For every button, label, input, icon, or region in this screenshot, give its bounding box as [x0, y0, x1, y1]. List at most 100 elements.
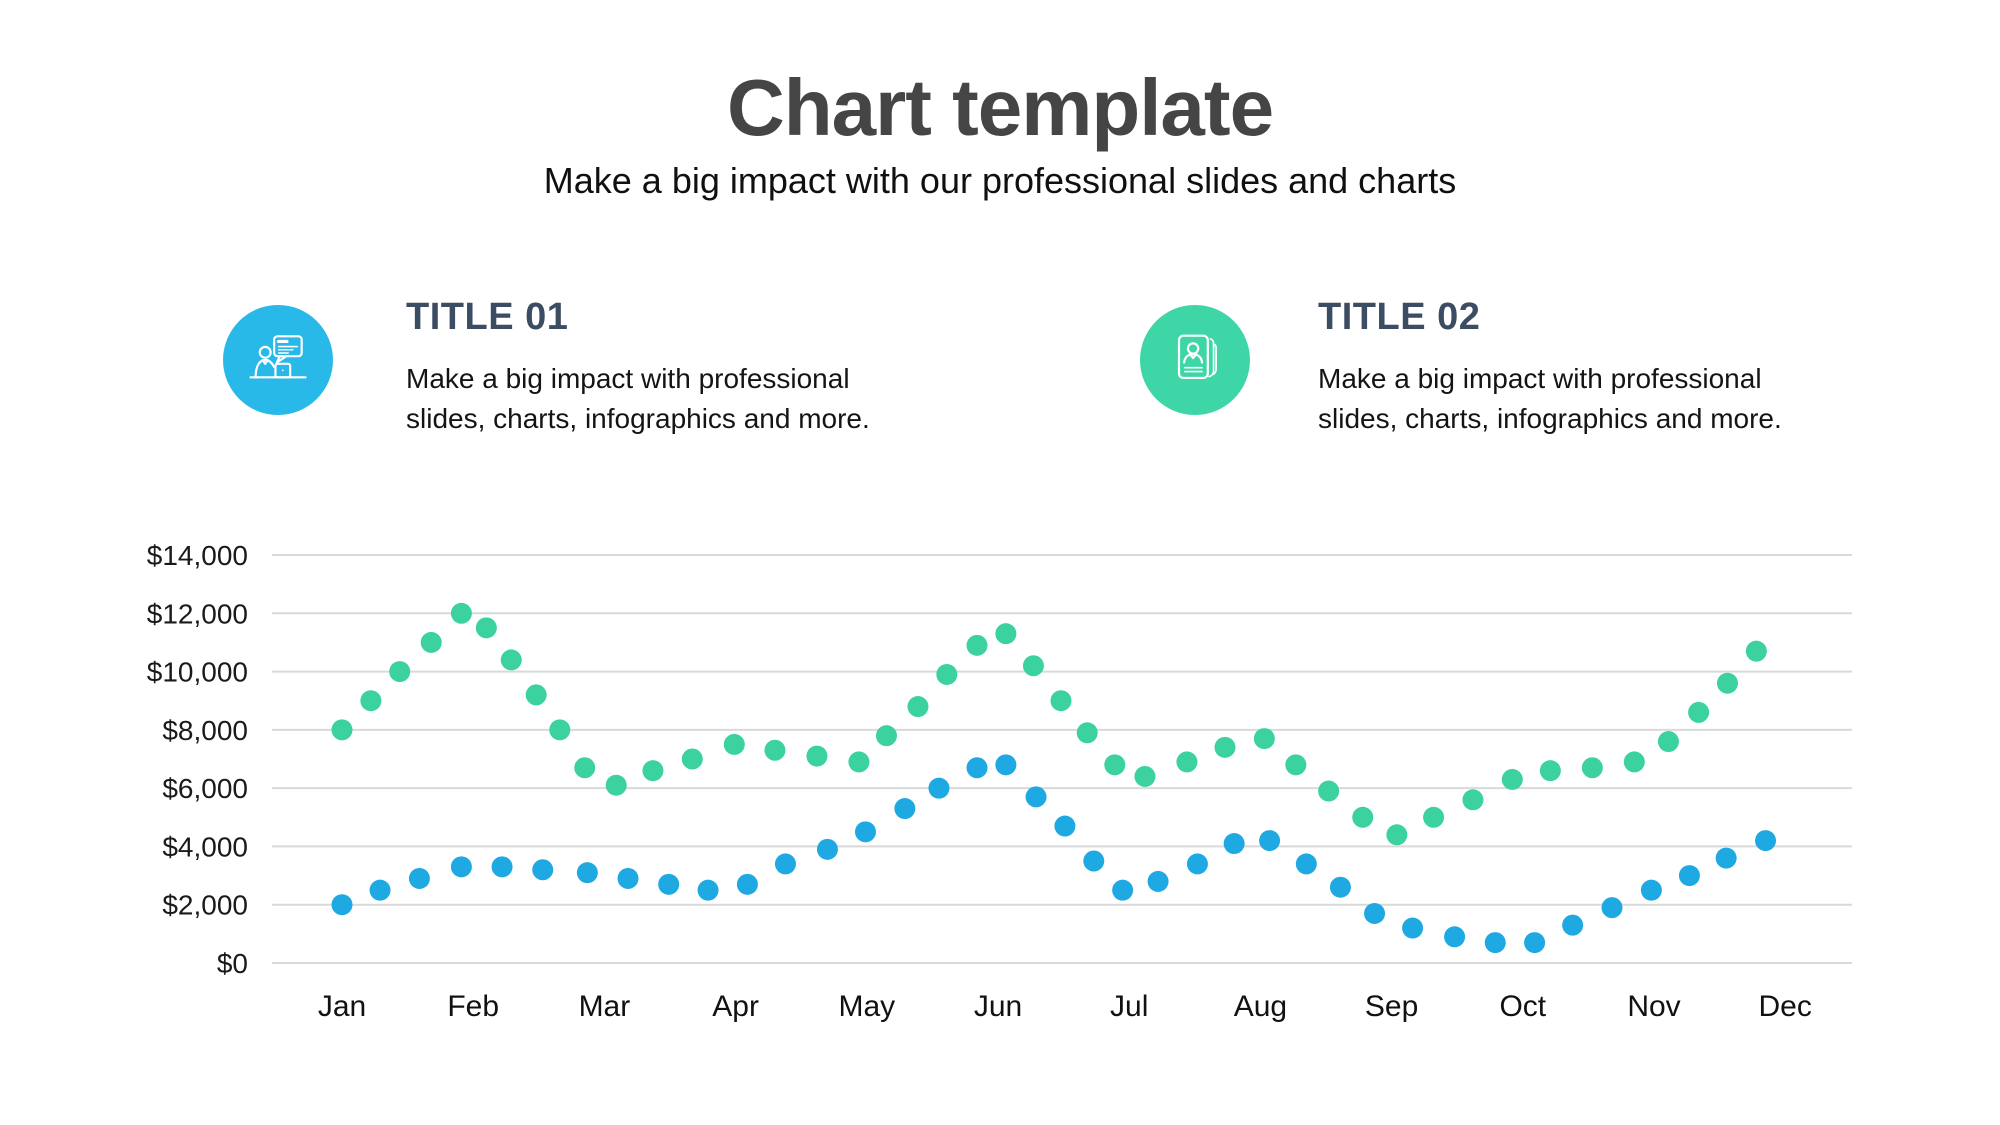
data-point-green — [420, 631, 442, 653]
data-point-green — [331, 719, 353, 741]
y-axis-tick-label: $12,000 — [147, 598, 248, 629]
x-axis-tick-label: Jul — [1110, 990, 1148, 1023]
data-point-green — [1501, 768, 1523, 790]
data-point-green — [1318, 780, 1340, 802]
data-point-green — [1623, 751, 1645, 773]
x-axis-tick-label: Jun — [974, 990, 1022, 1023]
data-point-green — [1253, 728, 1275, 750]
data-point-blue — [491, 856, 513, 878]
data-point-green — [1716, 672, 1738, 694]
x-axis-tick-label: Jan — [318, 990, 366, 1023]
data-point-blue — [1295, 853, 1317, 875]
data-point-green — [907, 696, 929, 718]
data-point-blue — [1715, 847, 1737, 869]
x-axis-tick-label: May — [838, 990, 895, 1023]
data-point-green — [1022, 655, 1044, 677]
data-point-blue — [1329, 876, 1351, 898]
data-point-green — [1581, 757, 1603, 779]
data-point-blue — [1601, 897, 1623, 919]
data-point-blue — [1147, 870, 1169, 892]
x-axis-tick-label: Sep — [1365, 990, 1418, 1023]
data-point-green — [995, 623, 1017, 645]
data-point-blue — [928, 777, 950, 799]
feature-2-title: TITLE 02 — [1318, 296, 1481, 338]
data-point-blue — [408, 867, 430, 889]
y-axis-tick-label: $6,000 — [162, 773, 248, 804]
data-point-blue — [697, 879, 719, 901]
y-axis-tick-label: $8,000 — [162, 715, 248, 746]
feature-block-2: TITLE 02 Make a big impact with professi… — [1318, 295, 1823, 439]
data-point-blue — [617, 867, 639, 889]
data-point-green — [549, 719, 571, 741]
data-point-green — [574, 757, 596, 779]
y-axis-tick-label: $14,000 — [147, 540, 248, 571]
y-axis-tick-label: $4,000 — [162, 831, 248, 862]
data-point-green — [764, 739, 786, 761]
data-point-blue — [854, 821, 876, 843]
data-point-green — [875, 725, 897, 747]
feature-1-icon-circle — [223, 305, 333, 415]
data-point-blue — [658, 873, 680, 895]
data-point-blue — [1755, 830, 1777, 852]
data-point-blue — [1186, 853, 1208, 875]
y-axis-tick-label: $2,000 — [162, 890, 248, 921]
data-point-green — [525, 684, 547, 706]
resume-document-icon — [1177, 334, 1217, 380]
data-point-green — [1050, 690, 1072, 712]
data-point-green — [806, 745, 828, 767]
data-point-blue — [1524, 932, 1546, 954]
data-point-blue — [1364, 902, 1386, 924]
data-point-blue — [1444, 926, 1466, 948]
data-point-blue — [1223, 833, 1245, 855]
data-point-blue — [1640, 879, 1662, 901]
data-point-blue — [1054, 815, 1076, 837]
data-point-green — [966, 634, 988, 656]
data-point-green — [360, 690, 382, 712]
data-point-blue — [450, 856, 472, 878]
data-point-green — [1423, 806, 1445, 828]
x-axis-tick-label: Nov — [1627, 990, 1680, 1023]
data-point-green — [1285, 754, 1307, 776]
data-point-green — [1104, 754, 1126, 776]
x-axis-tick-label: Oct — [1499, 990, 1546, 1023]
data-point-blue — [1484, 932, 1506, 954]
y-axis-tick-label: $0 — [217, 948, 248, 979]
data-point-green — [450, 602, 472, 624]
data-point-green — [1688, 701, 1710, 723]
y-axis-tick-label: $10,000 — [147, 657, 248, 688]
data-point-green — [1386, 824, 1408, 846]
feature-2-description: Make a big impact with professional slid… — [1318, 363, 1782, 434]
data-point-blue — [966, 757, 988, 779]
data-point-blue — [331, 894, 353, 916]
data-point-blue — [369, 879, 391, 901]
data-point-blue — [736, 873, 758, 895]
data-point-blue — [576, 862, 598, 884]
data-point-blue — [995, 754, 1017, 776]
data-point-green — [1657, 731, 1679, 753]
feature-1-description: Make a big impact with professional slid… — [406, 363, 870, 434]
data-point-green — [475, 617, 497, 639]
feature-block-1: TITLE 01 Make a big impact with professi… — [406, 295, 911, 439]
x-axis-tick-label: Aug — [1234, 990, 1287, 1023]
data-point-green — [1214, 736, 1236, 758]
data-point-blue — [1402, 917, 1424, 939]
data-point-green — [1462, 789, 1484, 811]
data-point-blue — [1562, 914, 1584, 936]
data-point-green — [1745, 640, 1767, 662]
data-point-green — [1352, 806, 1374, 828]
data-point-green — [723, 733, 745, 755]
data-point-blue — [1259, 830, 1281, 852]
page-subtitle: Make a big impact with our professional … — [543, 160, 1457, 201]
data-point-blue — [774, 853, 796, 875]
data-point-green — [936, 663, 958, 685]
x-axis-tick-label: Mar — [579, 990, 631, 1023]
data-point-green — [642, 760, 664, 782]
person-at-laptop-with-speech-bubble-icon — [249, 335, 307, 379]
data-point-green — [389, 661, 411, 683]
data-point-green — [848, 751, 870, 773]
data-point-blue — [1678, 865, 1700, 887]
data-point-blue — [1083, 850, 1105, 872]
data-point-blue — [816, 838, 838, 860]
